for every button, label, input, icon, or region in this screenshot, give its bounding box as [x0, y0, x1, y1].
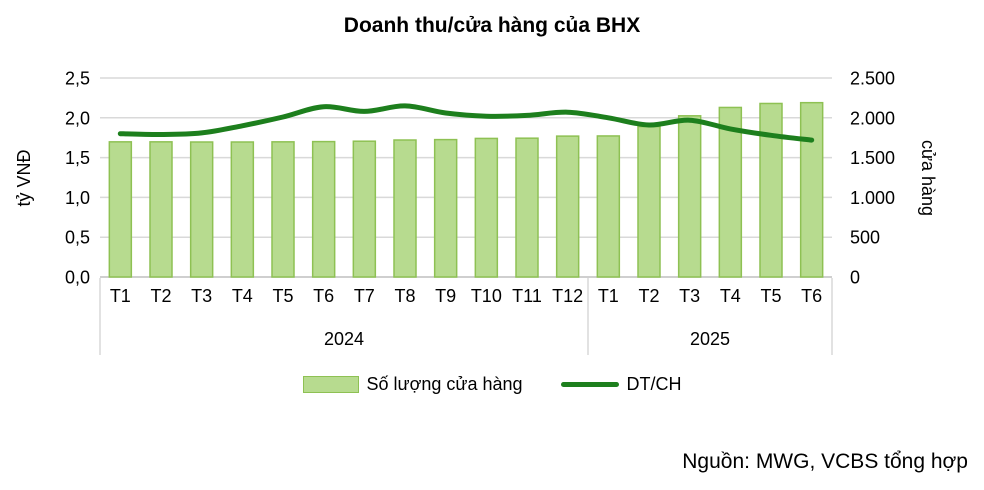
x-tick-label: T9: [435, 286, 456, 306]
line-series-swatch-icon: [560, 382, 619, 387]
right-axis-tick-label: 500: [850, 228, 880, 248]
store-count-bar: [189, 141, 214, 278]
x-tick-label: T11: [512, 286, 542, 306]
x-tick-label: T7: [354, 286, 375, 306]
right-axis-tick-label: 1.000: [850, 188, 895, 208]
bar-series-swatch-icon: [302, 376, 359, 393]
year-label: 2025: [690, 329, 730, 349]
x-tick-label: T10: [471, 286, 502, 306]
legend-label-stores: Số lượng cửa hàng: [366, 374, 523, 394]
dtch-line: [117, 103, 815, 143]
left-axis-tick-label: 0,0: [65, 268, 90, 288]
x-tick-label: T2: [150, 286, 171, 306]
x-tick-label: T3: [191, 286, 212, 306]
store-count-bar: [352, 140, 377, 278]
store-count-bar: [230, 141, 255, 278]
year-label: 2024: [324, 329, 364, 349]
left-axis-tick-label: 1,0: [65, 188, 90, 208]
chart-title: Doanh thu/cửa hàng của BHX: [343, 14, 641, 37]
left-axis-tick-label: 1,5: [65, 148, 90, 168]
legend-item-dtch: DT/CH: [560, 374, 682, 395]
source-note: Nguồn: MWG, VCBS tổng hợp: [682, 450, 968, 473]
x-tick-label: T4: [232, 286, 253, 306]
store-count-bar: [393, 139, 417, 278]
x-tick-label: T12: [552, 286, 583, 306]
store-count-bar: [677, 115, 702, 278]
legend-label-dtch: DT/CH: [626, 374, 682, 394]
x-tick-label: T5: [760, 286, 781, 306]
store-count-bar: [311, 140, 336, 278]
store-count-bar: [596, 135, 621, 278]
x-tick-label: T6: [313, 286, 334, 306]
store-count-bar: [637, 125, 661, 278]
store-count-bar: [474, 137, 499, 278]
left-axis-tick-label: 2,0: [65, 108, 90, 128]
store-count-bar: [555, 135, 580, 278]
right-axis-tick-label: 2.000: [850, 108, 895, 128]
right-axis-tick-label: 0: [850, 268, 860, 288]
chart-legend: Số lượng cửa hàng DT/CH: [0, 374, 984, 395]
left-axis-tick-label: 0,5: [65, 228, 90, 248]
x-tick-label: T1: [598, 286, 619, 306]
store-count-bar: [108, 141, 133, 278]
x-tick-label: T1: [110, 286, 131, 306]
store-count-bar: [515, 137, 539, 278]
store-count-bar: [433, 138, 458, 278]
x-tick-label: T5: [272, 286, 293, 306]
x-tick-label: T2: [638, 286, 659, 306]
store-count-bar: [718, 106, 743, 278]
left-axis-title: tỷ VNĐ: [14, 149, 34, 206]
right-axis-tick-label: 2.500: [850, 69, 895, 89]
x-tick-label: T3: [679, 286, 700, 306]
left-axis-tick-label: 2,5: [65, 69, 90, 89]
store-count-bar: [759, 102, 783, 278]
x-tick-label: T4: [720, 286, 741, 306]
x-tick-label: T8: [394, 286, 415, 306]
store-count-bar: [271, 141, 295, 278]
x-tick-label: T6: [801, 286, 822, 306]
store-count-bar: [799, 101, 824, 278]
right-axis-tick-label: 1.500: [850, 148, 895, 168]
right-axis-title: cửa hàng: [918, 140, 938, 216]
store-count-bar: [149, 141, 173, 278]
legend-item-stores: Số lượng cửa hàng: [302, 374, 523, 395]
